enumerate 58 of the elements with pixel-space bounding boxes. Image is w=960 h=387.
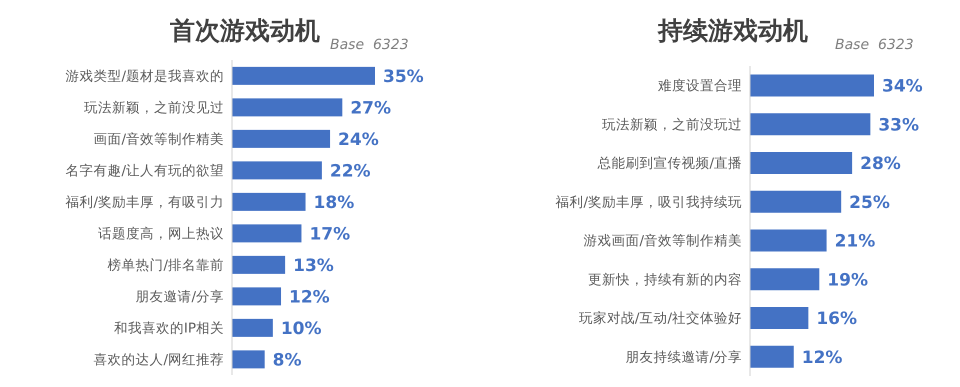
y-tick-label: 画面/音效等制作精美 xyxy=(93,132,224,148)
data-label: 13% xyxy=(293,256,334,276)
y-tick-label: 朋友持续邀请/分享 xyxy=(625,349,742,366)
y-tick-label: 难度设置合理 xyxy=(657,78,742,94)
y-tick-label: 玩法新颖，之前没见过 xyxy=(84,100,224,116)
data-label: 12% xyxy=(802,348,842,368)
data-label: 16% xyxy=(816,309,858,330)
bar xyxy=(232,66,375,85)
y-tick-label: 和我喜欢的IP相关 xyxy=(114,320,224,337)
data-label: 12% xyxy=(289,287,330,308)
bar xyxy=(232,192,306,211)
data-label: 24% xyxy=(338,130,379,150)
chart-title: 持续游戏动机 xyxy=(656,15,809,47)
y-tick-label: 玩法新颖，之前没玩过 xyxy=(602,116,742,133)
bar xyxy=(232,130,330,148)
bar xyxy=(750,152,852,174)
y-tick-label: 更新快，持续有新的内容 xyxy=(588,272,742,288)
data-label: 22% xyxy=(330,161,371,182)
bar xyxy=(750,230,827,252)
bar xyxy=(232,98,342,116)
data-label: 28% xyxy=(860,154,901,174)
bar xyxy=(232,256,286,274)
bar xyxy=(750,74,874,97)
bar xyxy=(232,350,265,368)
bar xyxy=(750,346,794,368)
bar xyxy=(750,113,870,136)
data-label: 17% xyxy=(309,224,350,244)
data-label: 33% xyxy=(878,115,920,136)
y-tick-label: 榜单热门/排名靠前 xyxy=(107,258,224,274)
bar xyxy=(232,287,282,306)
data-label: 10% xyxy=(280,318,322,339)
data-label: 8% xyxy=(272,350,302,370)
y-tick-label: 游戏类型/题材是我喜欢的 xyxy=(65,68,224,85)
y-tick-label: 总能刷到宣传视频/直播 xyxy=(596,156,742,172)
chart-title: 首次游戏动机 xyxy=(170,16,320,45)
y-tick-label: 话题度高，网上热议 xyxy=(98,226,224,242)
data-label: 18% xyxy=(314,192,354,213)
text: Base 6323 xyxy=(835,37,914,53)
y-tick-label: 朋友邀请/分享 xyxy=(135,289,224,306)
y-tick-label: 游戏画面/音效等制作精美 xyxy=(583,233,742,250)
data-label: 27% xyxy=(350,98,392,118)
bar xyxy=(232,161,322,180)
y-tick-label: 玩家对战/互动/社交体验好 xyxy=(578,310,742,327)
data-label: 35% xyxy=(383,66,424,87)
y-tick-label: 福利/奖励丰厚，有吸引力 xyxy=(65,194,224,211)
y-tick-label: 福利/奖励丰厚，吸引我持续玩 xyxy=(555,194,742,210)
data-label: 19% xyxy=(827,270,868,290)
bar xyxy=(750,268,820,290)
data-label: 34% xyxy=(882,76,923,97)
bar xyxy=(232,224,302,242)
y-tick-label: 名字有趣/让人有玩的欲望 xyxy=(65,163,224,180)
bar xyxy=(232,318,273,337)
bar xyxy=(750,307,808,330)
data-label: 21% xyxy=(834,232,876,252)
y-tick-label: 喜欢的达人/网红推荐 xyxy=(93,352,224,368)
bar xyxy=(750,190,842,213)
data-label: 25% xyxy=(849,192,890,213)
text: Base 6323 xyxy=(330,37,409,53)
